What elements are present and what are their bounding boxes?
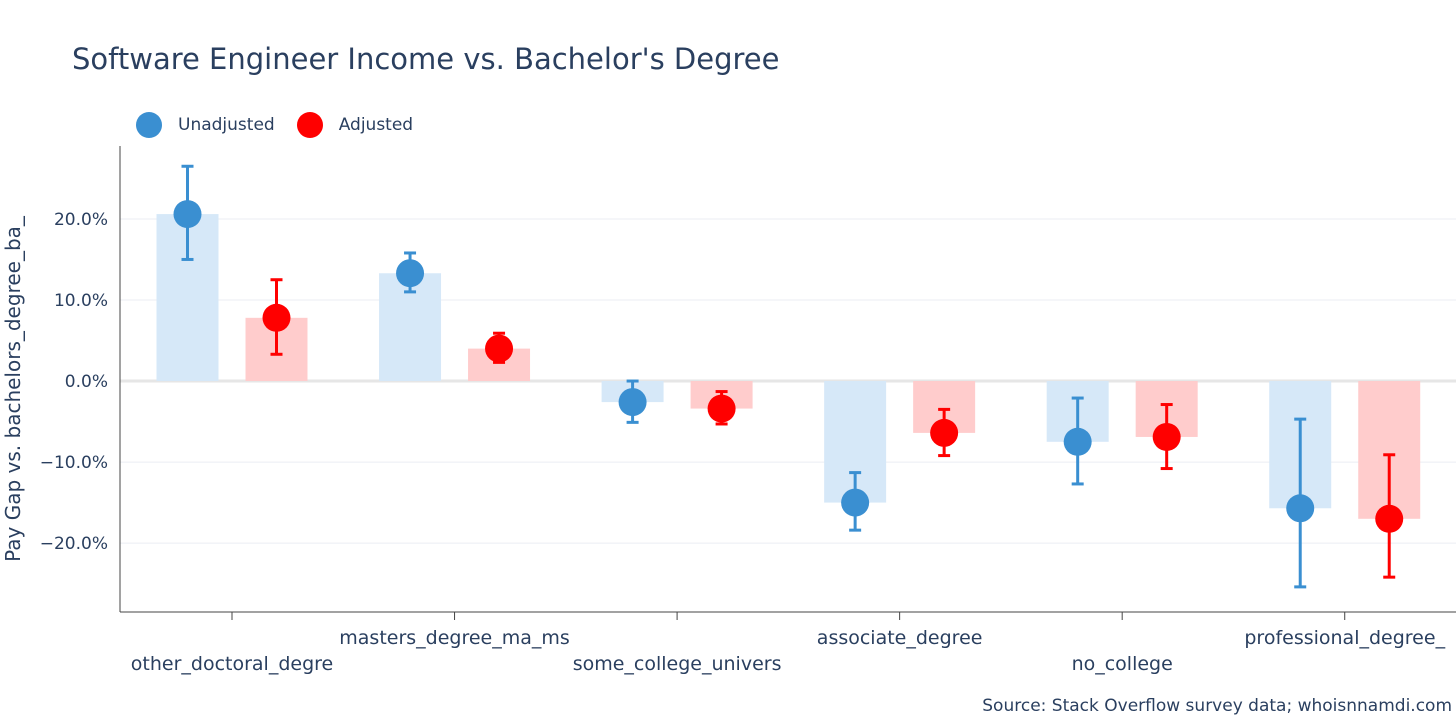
chart-title: Software Engineer Income vs. Bachelor's … — [72, 42, 780, 76]
y-tick-label: −10.0% — [40, 453, 108, 473]
point-adjusted-some_college_univers — [707, 394, 736, 423]
point-adjusted-professional_degree_ — [1375, 504, 1404, 533]
legend[interactable]: Unadjusted Adjusted — [136, 110, 435, 140]
point-unadjusted-associate_degree — [841, 488, 870, 517]
x-tick-label-associate_degree: associate_degree — [817, 627, 983, 649]
point-unadjusted-some_college_univers — [618, 388, 647, 417]
y-tick-label: −20.0% — [40, 534, 108, 554]
legend-item-unadjusted[interactable]: Unadjusted — [136, 112, 275, 138]
x-tick-label-professional_degree_: professional_degree_ — [1244, 627, 1445, 649]
legend-marker-unadjusted — [136, 112, 162, 138]
point-unadjusted-professional_degree_ — [1286, 494, 1315, 523]
point-adjusted-masters_degree_ma_ms — [485, 334, 514, 363]
point-unadjusted-no_college — [1063, 427, 1092, 456]
legend-marker-adjusted — [296, 112, 323, 138]
y-tick-label: 10.0% — [54, 291, 108, 311]
y-tick-label: 0.0% — [65, 372, 108, 392]
x-tick-label-no_college: no_college — [1072, 653, 1173, 675]
point-adjusted-no_college — [1152, 422, 1181, 451]
point-unadjusted-other_doctoral_degre — [173, 200, 202, 229]
x-tick-label-some_college_univers: some_college_univers — [573, 653, 782, 675]
x-tick-label-other_doctoral_degre: other_doctoral_degre — [131, 653, 333, 675]
point-adjusted-associate_degree — [930, 418, 959, 447]
source-note: Source: Stack Overflow survey data; whoi… — [982, 696, 1452, 716]
legend-label-adjusted: Adjusted — [338, 115, 414, 135]
y-tick-label: 20.0% — [54, 210, 108, 230]
legend-label-unadjusted: Unadjusted — [178, 115, 275, 135]
point-unadjusted-masters_degree_ma_ms — [396, 259, 425, 288]
legend-item-adjusted[interactable]: Adjusted — [296, 112, 414, 138]
y-axis-title: Pay Gap vs. bachelors_degree_ba_ — [1, 215, 25, 562]
point-adjusted-other_doctoral_degre — [262, 303, 291, 332]
x-tick-label-masters_degree_ma_ms: masters_degree_ma_ms — [339, 627, 570, 649]
